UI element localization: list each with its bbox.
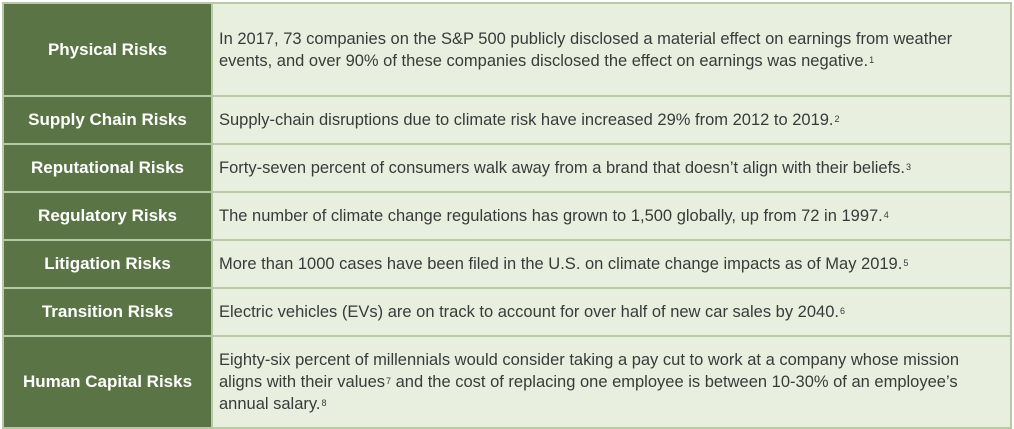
risk-category: Human Capital Risks bbox=[2, 335, 213, 429]
risk-category: Regulatory Risks bbox=[2, 191, 213, 241]
risk-description: Supply-chain disruptions due to climate … bbox=[211, 95, 1012, 145]
risk-description: In 2017, 73 companies on the S&P 500 pub… bbox=[211, 2, 1012, 97]
footnote-marker: 6 bbox=[839, 306, 845, 316]
risk-category: Reputational Risks bbox=[2, 143, 213, 193]
table-row: Physical Risks In 2017, 73 companies on … bbox=[2, 2, 1012, 97]
risk-description: Electric vehicles (EVs) are on track to … bbox=[211, 287, 1012, 337]
footnote-marker: 4 bbox=[883, 210, 889, 220]
table-row: Litigation Risks More than 1000 cases ha… bbox=[2, 239, 1012, 289]
risk-category: Litigation Risks bbox=[2, 239, 213, 289]
table-row: Reputational Risks Forty-seven percent o… bbox=[2, 143, 1012, 193]
risk-description: Forty-seven percent of consumers walk aw… bbox=[211, 143, 1012, 193]
table-row: Supply Chain Risks Supply-chain disrupti… bbox=[2, 95, 1012, 145]
footnote-marker: 2 bbox=[834, 114, 840, 124]
risk-description: Eighty-six percent of millennials would … bbox=[211, 335, 1012, 429]
table-row: Transition Risks Electric vehicles (EVs)… bbox=[2, 287, 1012, 337]
table-row: Regulatory Risks The number of climate c… bbox=[2, 191, 1012, 241]
risk-category: Supply Chain Risks bbox=[2, 95, 213, 145]
risk-category: Transition Risks bbox=[2, 287, 213, 337]
footnote-marker: 3 bbox=[906, 162, 912, 172]
footnote-marker: 1 bbox=[869, 54, 875, 65]
footnote-marker: 5 bbox=[903, 258, 909, 268]
risk-description: The number of climate change regulations… bbox=[211, 191, 1012, 241]
footnote-marker: 7 bbox=[386, 376, 392, 386]
footnote-marker: 8 bbox=[321, 398, 327, 408]
risk-category: Physical Risks bbox=[2, 2, 213, 97]
table-row: Human Capital Risks Eighty-six percent o… bbox=[2, 335, 1012, 429]
risk-description: More than 1000 cases have been filed in … bbox=[211, 239, 1012, 289]
